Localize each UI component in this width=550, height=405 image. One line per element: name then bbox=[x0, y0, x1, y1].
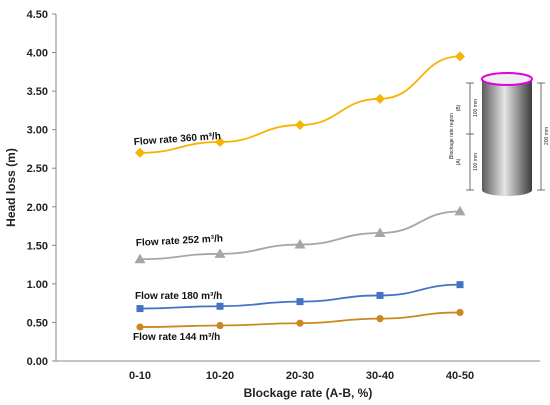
data-point-triangle bbox=[214, 248, 226, 258]
inset-label-b: (B) bbox=[456, 104, 462, 111]
series-0: Flow rate 360 m³/h bbox=[133, 51, 465, 158]
data-point-diamond bbox=[215, 137, 225, 148]
data-point-circle bbox=[216, 321, 224, 330]
series-1: Flow rate 252 m³/h bbox=[134, 205, 466, 264]
x-tick-label: 40-50 bbox=[446, 370, 474, 382]
inset-label-a: (A) bbox=[456, 158, 462, 165]
y-tick-label: 3.00 bbox=[27, 125, 48, 137]
pipe-body bbox=[482, 79, 532, 196]
data-point-square bbox=[296, 298, 304, 306]
data-point-diamond bbox=[375, 93, 385, 104]
y-tick-label: 1.00 bbox=[27, 279, 48, 291]
data-point-circle bbox=[136, 323, 144, 331]
x-tick-label: 20-30 bbox=[286, 370, 314, 382]
data-point-triangle bbox=[454, 205, 466, 216]
inset-lower-dimension: 100 mm bbox=[473, 153, 479, 171]
inset-upper-dimension: 100 mm bbox=[473, 99, 479, 117]
y-tick-label: 0.50 bbox=[27, 317, 48, 329]
data-point-triangle bbox=[294, 239, 306, 249]
data-point-square bbox=[456, 281, 464, 289]
y-tick-label: 4.00 bbox=[27, 48, 48, 60]
inset-region-label: Blockage rate region bbox=[449, 113, 455, 159]
inset-total-dimension: 200 mm bbox=[544, 127, 550, 145]
series-label: Flow rate 360 m³/h bbox=[133, 131, 221, 148]
pipe-inset-diagram: (B) (A) Blockage rate region 100 mm 100 … bbox=[449, 72, 550, 196]
x-tick-label: 10-20 bbox=[206, 370, 234, 382]
pipe-top-rim bbox=[481, 72, 533, 86]
y-tick-label: 1.50 bbox=[27, 240, 48, 252]
axes: 0.00 0.50 1.00 1.50 2.00 2.50 3.00 3.50 4.00 4.50… bbox=[4, 9, 540, 400]
series-label: Flow rate 252 m³/h bbox=[136, 233, 224, 249]
series-label: Flow rate 180 m³/h bbox=[135, 291, 222, 302]
y-axis-title: Head loss (m) bbox=[4, 148, 18, 227]
y-tick-label: 2.50 bbox=[27, 163, 48, 175]
y-tick-label: 0.00 bbox=[27, 356, 48, 368]
series-layer: Flow rate 360 m³/h Flow rate 252 m³/h Flow… bbox=[133, 51, 466, 343]
data-point-square bbox=[376, 291, 384, 299]
x-tick-label: 30-40 bbox=[366, 370, 394, 382]
x-tick-label: 0-10 bbox=[129, 370, 151, 382]
data-point-diamond bbox=[455, 51, 465, 62]
y-tick-label: 2.00 bbox=[27, 202, 48, 214]
data-point-diamond bbox=[135, 147, 145, 158]
y-tick-label: 3.50 bbox=[27, 86, 48, 98]
data-point-triangle bbox=[134, 253, 146, 264]
data-point-circle bbox=[376, 314, 384, 323]
series-line bbox=[139, 55, 461, 154]
data-point-circle bbox=[456, 308, 464, 317]
series-2: Flow rate 180 m³/h bbox=[135, 281, 464, 313]
series-3: Flow rate 144 m³/h bbox=[133, 308, 464, 343]
series-label: Flow rate 144 m³/h bbox=[133, 332, 220, 343]
data-point-circle bbox=[296, 319, 304, 327]
x-axis-title: Blockage rate (A-B, %) bbox=[244, 386, 373, 400]
data-point-triangle bbox=[374, 227, 386, 237]
data-point-diamond bbox=[295, 120, 305, 131]
y-tick-label: 4.50 bbox=[27, 9, 48, 21]
data-point-square bbox=[216, 302, 224, 310]
data-point-square bbox=[136, 305, 144, 313]
